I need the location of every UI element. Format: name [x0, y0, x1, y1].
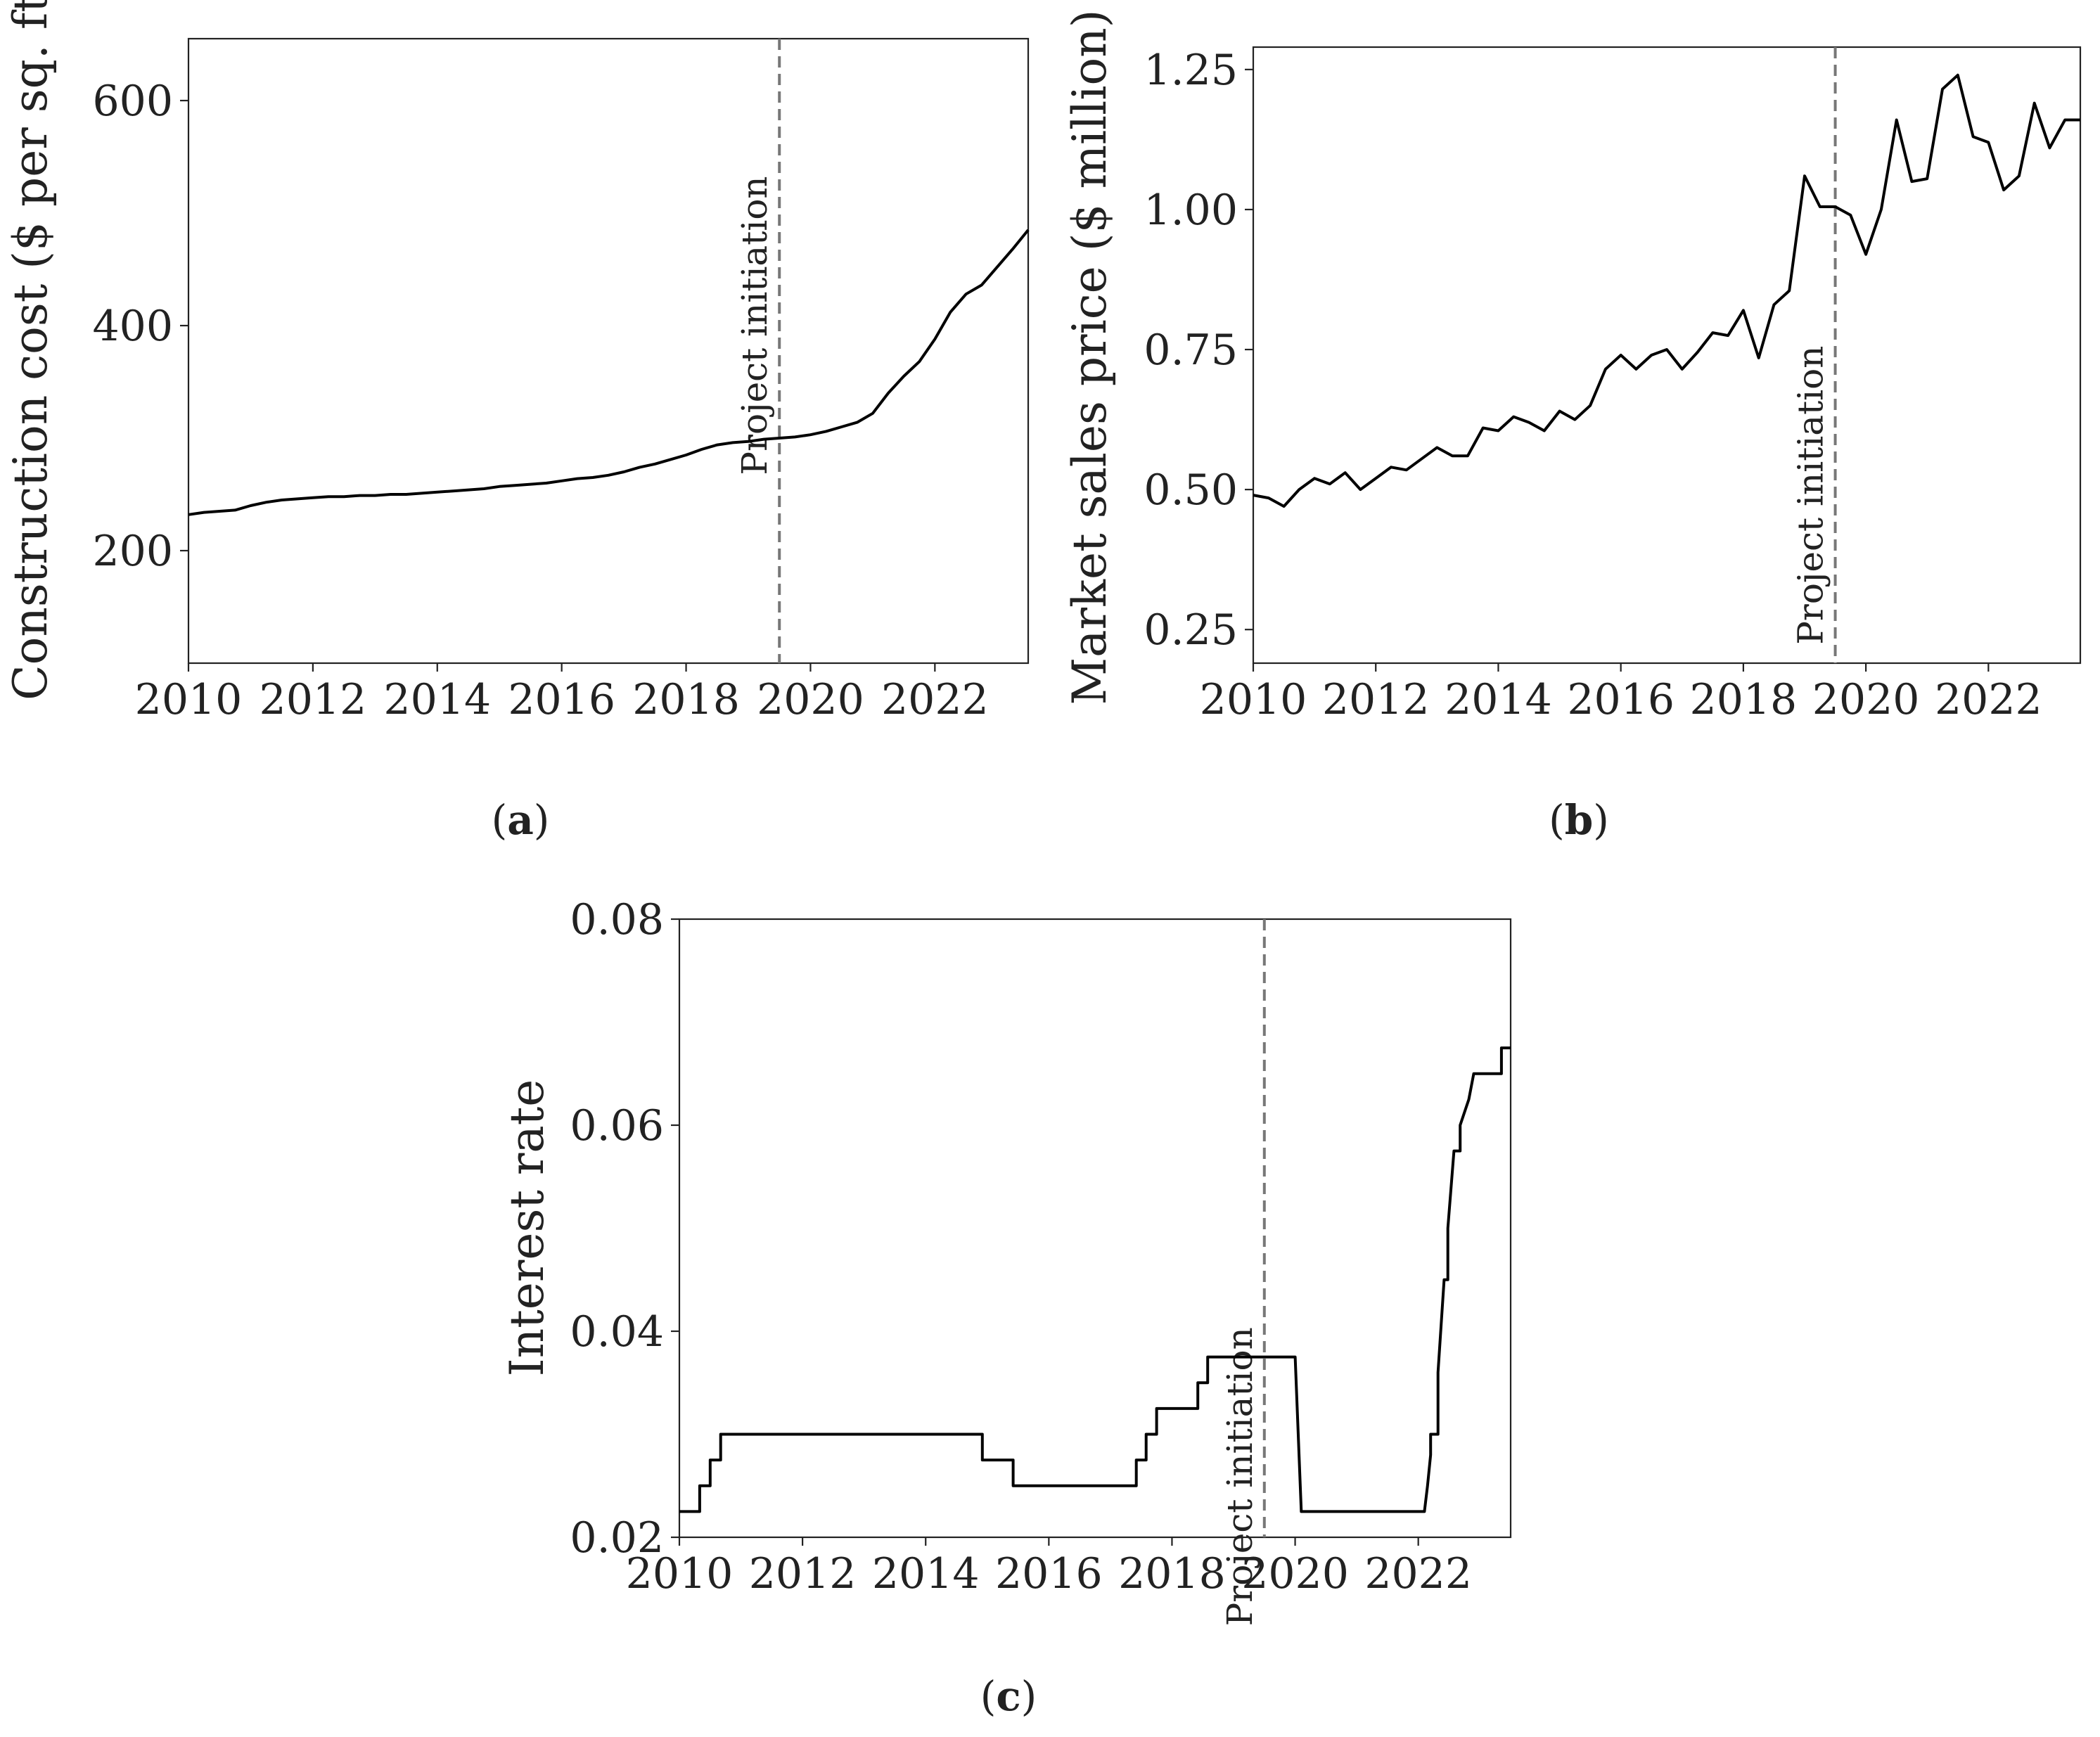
panel-c-project-initiation-label: Project initiation: [1219, 1327, 1260, 1626]
panel-a-series-line: [188, 229, 1030, 516]
panel-a-x-tick-label: 2022: [881, 675, 989, 724]
panel-c-plot-frame: [678, 918, 1512, 1539]
panel-c-x-tick-label: 2018: [1118, 1549, 1226, 1598]
panel-c-y-tick-label: 0.08: [570, 895, 664, 944]
panel-a-x-tick-label: 2014: [383, 675, 491, 724]
panel-c-x-tick-label: 2016: [995, 1549, 1103, 1598]
panel-c-x-tick-label: 2010: [626, 1549, 734, 1598]
panel-a-y-tick-label: 400: [92, 302, 173, 351]
panel-c: Interest rate (c) 2010 2012 2014 2016 2018 20…: [500, 895, 1512, 1720]
panel-a-y-tick-label: 200: [92, 527, 173, 576]
panel-b-x-tick-label: 2010: [1200, 675, 1307, 724]
panel-b-y-tick-label: 1.25: [1144, 46, 1238, 95]
panel-c-y-tick-label: 0.04: [570, 1307, 664, 1357]
panel-a-project-initiation-label: Project initiation: [734, 176, 775, 475]
panel-c-ylabel: Interest rate: [500, 1079, 554, 1377]
panel-b-y-tick-label: 0.50: [1144, 466, 1238, 515]
panel-b: Market sales price ($ million) (b) 2010 2…: [1063, 10, 2082, 844]
panel-b-x-tick-label: 2020: [1812, 675, 1920, 724]
panel-b-x-tick-label: 2012: [1322, 675, 1430, 724]
panel-a-x-tick-label: 2020: [757, 675, 864, 724]
panel-c-x-tick-label: 2020: [1241, 1549, 1349, 1598]
panel-c-y-tick-label: 0.06: [570, 1101, 664, 1150]
panel-b-x-tick-label: 2018: [1690, 675, 1798, 724]
panel-c-x-tick-label: 2012: [749, 1549, 857, 1598]
panel-a-x-tick-label: 2018: [632, 675, 740, 724]
panel-b-letter: b: [1565, 796, 1594, 844]
panel-b-y-tick-label: 0.25: [1144, 605, 1238, 655]
panel-a-x-tick-label: 2016: [508, 675, 615, 724]
panel-a-label: (a): [492, 796, 550, 844]
panel-b-y-tick-label: 1.00: [1144, 186, 1238, 235]
panel-c-x-tick-label: 2022: [1364, 1549, 1472, 1598]
panel-b-ylabel: Market sales price ($ million): [1063, 10, 1117, 705]
panel-a-plot-frame: [187, 37, 1030, 665]
panel-b-x-tick-label: 2016: [1567, 675, 1675, 724]
panel-a: Construction cost ($ per sq. ft. (a) 201…: [4, 0, 1030, 844]
panel-a-letter: a: [507, 796, 534, 844]
panel-a-x-tick-label: 2012: [260, 675, 367, 724]
panel-b-label: (b): [1549, 796, 1609, 844]
panel-b-y-tick-label: 0.75: [1144, 326, 1238, 375]
panel-c-label: (c): [980, 1672, 1037, 1720]
panel-c-y-tick-label: 0.02: [570, 1513, 664, 1563]
panel-b-x-tick-label: 2022: [1935, 675, 2042, 724]
panel-a-x-tick-label: 2010: [135, 675, 243, 724]
panel-b-project-initiation-label: Project initiation: [1791, 346, 1831, 645]
panel-b-series-line: [1253, 73, 2080, 508]
panel-b-x-tick-label: 2014: [1445, 675, 1552, 724]
panel-c-series-line: [679, 1046, 1511, 1513]
panel-c-letter: c: [996, 1672, 1020, 1720]
panel-a-y-tick-label: 600: [92, 77, 173, 126]
panel-c-x-tick-label: 2014: [872, 1549, 980, 1598]
panel-b-plot-frame: [1252, 46, 2082, 665]
panel-a-ylabel: Construction cost ($ per sq. ft.: [4, 0, 58, 700]
